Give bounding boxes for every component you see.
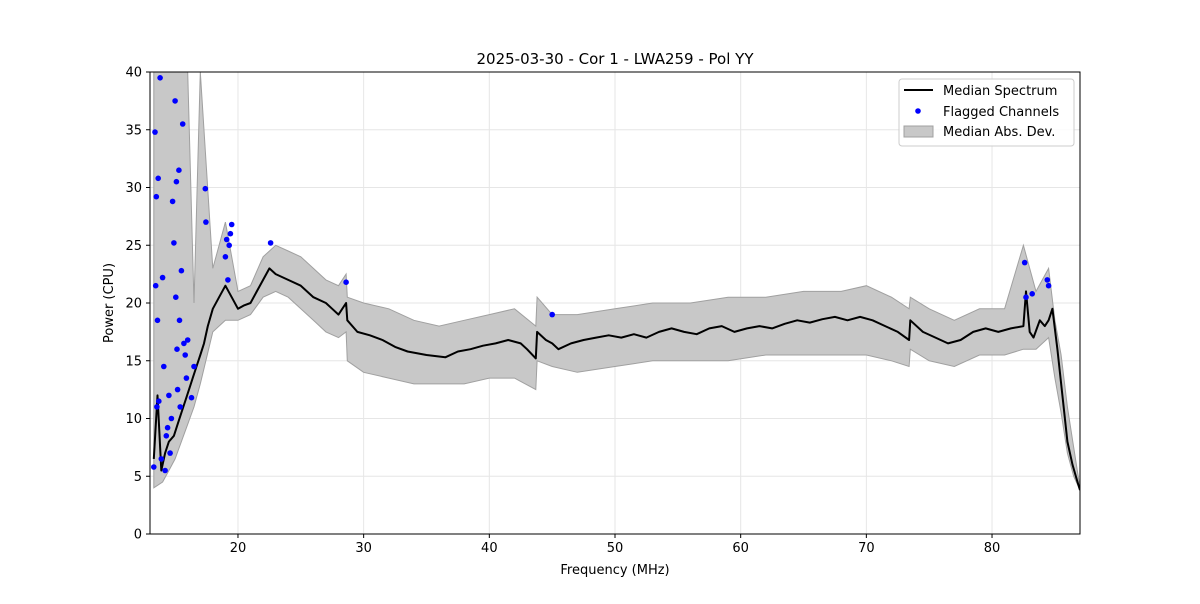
flagged-point bbox=[183, 375, 190, 381]
flagged-point bbox=[163, 433, 170, 439]
flagged-point bbox=[225, 277, 231, 283]
flagged-point bbox=[1045, 282, 1052, 289]
y-tick-label: 15 bbox=[125, 354, 142, 369]
flagged-point bbox=[181, 340, 187, 347]
flagged-point bbox=[226, 242, 232, 249]
flagged-point bbox=[174, 346, 180, 353]
flagged-point bbox=[191, 363, 197, 370]
y-tick-label: 35 bbox=[125, 123, 142, 138]
y-tick-label: 30 bbox=[125, 181, 142, 196]
flagged-point bbox=[174, 386, 181, 393]
flagged-point bbox=[152, 282, 159, 289]
flagged-point bbox=[162, 467, 168, 474]
flagged-point bbox=[1021, 259, 1028, 266]
flagged-point bbox=[223, 236, 230, 243]
mad-band-layer bbox=[153, 72, 1080, 491]
flagged-point bbox=[157, 75, 163, 81]
flagged-point bbox=[173, 294, 179, 301]
flagged-point bbox=[172, 98, 178, 104]
flagged-point bbox=[154, 404, 160, 410]
flagged-point bbox=[1023, 294, 1029, 301]
flagged-point bbox=[1044, 277, 1051, 283]
x-tick-label: 50 bbox=[607, 541, 624, 556]
x-tick-label: 30 bbox=[355, 541, 372, 556]
x-axis-label: Frequency (MHz) bbox=[560, 563, 669, 578]
y-axis: 0 5 10 15 20 25 30 35 40 bbox=[125, 66, 150, 543]
x-tick-label: 80 bbox=[984, 541, 1001, 556]
x-axis: 20 30 40 50 60 70 80 bbox=[230, 534, 1001, 556]
flagged-point bbox=[176, 317, 183, 324]
y-tick-label: 5 bbox=[134, 470, 142, 485]
flagged-point bbox=[178, 267, 185, 274]
flagged-point bbox=[203, 219, 209, 225]
flagged-point bbox=[549, 311, 555, 318]
mad-band bbox=[153, 72, 1080, 491]
y-tick-label: 20 bbox=[125, 297, 142, 312]
flagged-point bbox=[179, 121, 186, 127]
flagged-point bbox=[168, 415, 175, 422]
flagged-point bbox=[173, 178, 180, 185]
y-tick-label: 0 bbox=[134, 528, 142, 543]
median-line-layer bbox=[152, 267, 1080, 491]
legend: Median Spectrum Flagged Channels Median … bbox=[898, 78, 1075, 147]
flagged-points-layer bbox=[151, 75, 1052, 474]
flagged-point bbox=[182, 352, 188, 358]
legend-box bbox=[898, 78, 1075, 147]
legend-label-mad: Median Abs. Dev. bbox=[943, 125, 1055, 140]
legend-band-swatch bbox=[903, 125, 934, 138]
x-tick-label: 40 bbox=[481, 541, 498, 556]
y-tick-label: 40 bbox=[125, 66, 142, 81]
legend-label-flagged: Flagged Channels bbox=[943, 105, 1059, 120]
median-spectrum-line bbox=[152, 267, 1080, 491]
flagged-point bbox=[153, 193, 160, 200]
flagged-point bbox=[155, 175, 161, 182]
flagged-point bbox=[161, 363, 167, 370]
flagged-point bbox=[228, 221, 235, 228]
flagged-point bbox=[227, 230, 234, 237]
flagged-point bbox=[167, 450, 173, 456]
flagged-point bbox=[343, 279, 349, 286]
flagged-point bbox=[184, 337, 191, 343]
flagged-point bbox=[154, 317, 161, 324]
chart-title: 2025-03-30 - Cor 1 - LWA259 - Pol YY bbox=[477, 50, 755, 68]
flagged-point bbox=[169, 198, 176, 205]
x-tick-label: 60 bbox=[732, 541, 749, 556]
flagged-point bbox=[177, 404, 183, 410]
legend-label-median: Median Spectrum bbox=[943, 84, 1057, 99]
flagged-point bbox=[171, 240, 177, 246]
flagged-point bbox=[176, 167, 182, 173]
flagged-point bbox=[164, 424, 171, 431]
flagged-point bbox=[159, 274, 166, 281]
flagged-point bbox=[188, 394, 195, 401]
flagged-point bbox=[151, 464, 157, 470]
flagged-point bbox=[267, 240, 274, 246]
y-axis-label: Power (CPU) bbox=[102, 263, 117, 343]
flagged-point bbox=[222, 253, 229, 260]
flagged-point bbox=[156, 398, 162, 405]
flagged-point bbox=[202, 185, 209, 192]
legend-point-swatch bbox=[915, 108, 921, 114]
flagged-point bbox=[152, 129, 158, 135]
y-tick-label: 10 bbox=[125, 412, 142, 427]
flagged-point bbox=[166, 392, 172, 399]
y-tick-label: 25 bbox=[125, 239, 142, 254]
x-tick-label: 20 bbox=[230, 541, 247, 556]
flagged-point bbox=[1029, 291, 1035, 297]
flagged-point bbox=[158, 456, 165, 462]
x-tick-label: 70 bbox=[858, 541, 875, 556]
